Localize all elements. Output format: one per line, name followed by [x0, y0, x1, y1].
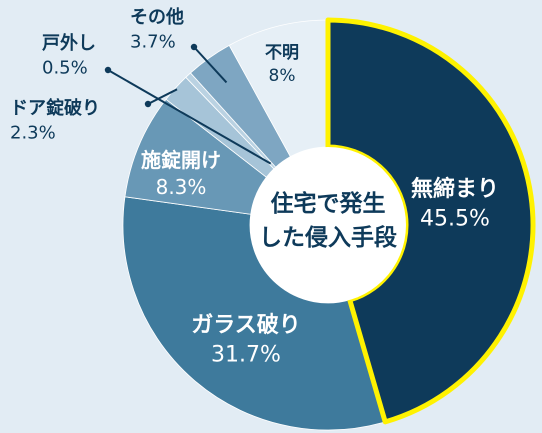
- slice-label-name-6: 不明: [265, 43, 299, 63]
- slice-label-name-4: 戸外し: [42, 32, 96, 54]
- slice-label-6: 不明 8%: [265, 43, 299, 86]
- slice-label-name-2: 施錠開け: [141, 148, 221, 172]
- slice-label-value-2: 8.3%: [156, 175, 207, 199]
- chart-title-line-0: 住宅で発生: [271, 190, 386, 217]
- slice-label-3: ドア錠破り 2.3%: [10, 97, 100, 143]
- slice-label-name-0: 無締まり: [411, 176, 499, 202]
- slice-label-value-4: 0.5%: [42, 57, 88, 78]
- leader-line-4: [107, 69, 272, 165]
- leader-line-5: [193, 46, 228, 84]
- slice-label-name-3: ドア錠破り: [10, 97, 100, 119]
- chart-title: 住宅で発生した侵入手段: [259, 190, 397, 251]
- leader-line-3: [147, 88, 178, 105]
- slice-label-value-0: 45.5%: [420, 207, 490, 232]
- slice-label-name-1: ガラス破り: [191, 312, 301, 338]
- leader-dot-3: [144, 100, 152, 108]
- slice-label-1: ガラス破り 31.7%: [191, 312, 301, 368]
- slice-label-2: 施錠開け 8.3%: [141, 148, 221, 199]
- slice-label-4: 戸外し 0.5%: [42, 32, 96, 78]
- chart-title-line-1: した侵入手段: [259, 224, 397, 251]
- donut-center: [250, 147, 406, 303]
- slice-label-value-6: 8%: [269, 66, 296, 86]
- slice-label-0: 無締まり 45.5%: [411, 176, 499, 232]
- slice-label-value-5: 3.7%: [130, 31, 176, 52]
- leader-dot-5: [190, 43, 198, 51]
- leader-dot-4: [104, 66, 112, 74]
- slice-label-5: その他 3.7%: [130, 6, 184, 52]
- slice-label-value-3: 2.3%: [10, 122, 56, 143]
- slice-label-name-5: その他: [130, 6, 184, 28]
- slice-label-value-1: 31.7%: [211, 343, 281, 368]
